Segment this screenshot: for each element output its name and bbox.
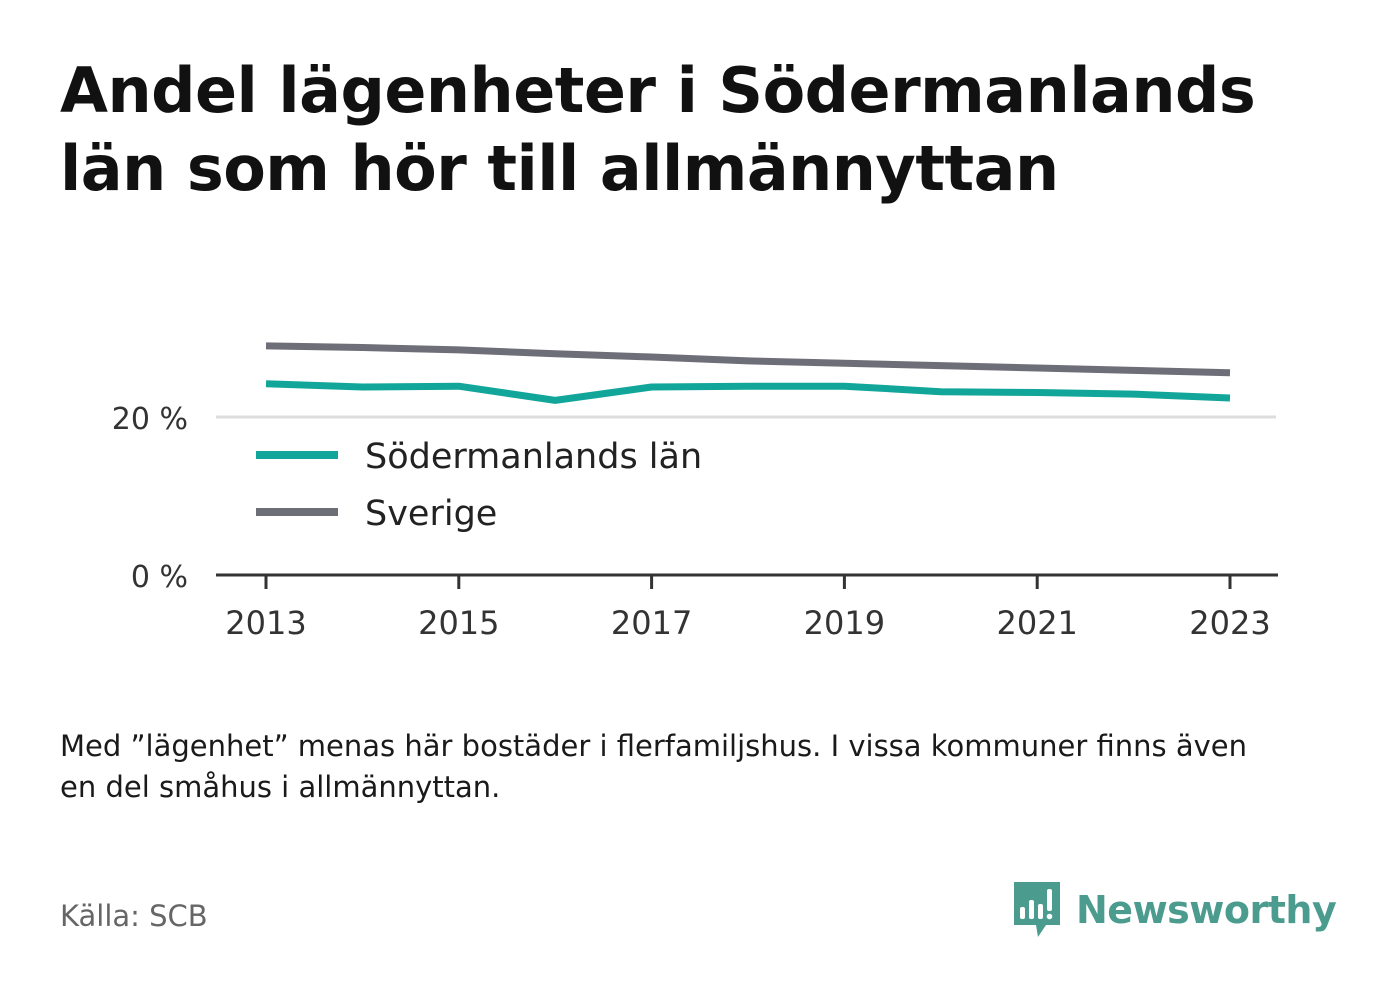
legend-label: Sverige — [365, 494, 497, 534]
series-lines — [265, 342, 1231, 404]
chart-note: Med ”lägenhet” menas här bostäder i fler… — [60, 729, 1248, 804]
x-tick-label: 2013 — [225, 604, 306, 642]
newsworthy-logo[interactable]: Newsworthy — [1010, 878, 1337, 942]
chart-title: Andel lägenheter i Södermanlands län som… — [60, 54, 1256, 205]
series-line-sverige — [265, 342, 1231, 377]
y-axis-labels: 0 % 20 % — [112, 402, 188, 595]
legend: Södermanlands län Sverige — [256, 437, 702, 534]
newsworthy-chart-icon — [1014, 882, 1060, 937]
x-axis-labels: 2013 2015 2017 2019 2021 2023 — [225, 604, 1270, 642]
brand-name: Newsworthy — [1076, 888, 1337, 932]
series-line-sodermanlands-lan — [265, 380, 1231, 404]
y-tick-label: 20 % — [112, 402, 188, 437]
x-tick-label: 2023 — [1189, 604, 1270, 642]
x-axis — [216, 573, 1278, 589]
legend-label: Södermanlands län — [365, 437, 702, 477]
x-tick-label: 2017 — [611, 604, 692, 642]
x-tick-label: 2015 — [418, 604, 499, 642]
x-tick-label: 2019 — [804, 604, 885, 642]
source-label: Källa: SCB — [60, 899, 208, 933]
y-tick-label: 0 % — [131, 560, 188, 595]
x-tick-label: 2021 — [996, 604, 1077, 642]
